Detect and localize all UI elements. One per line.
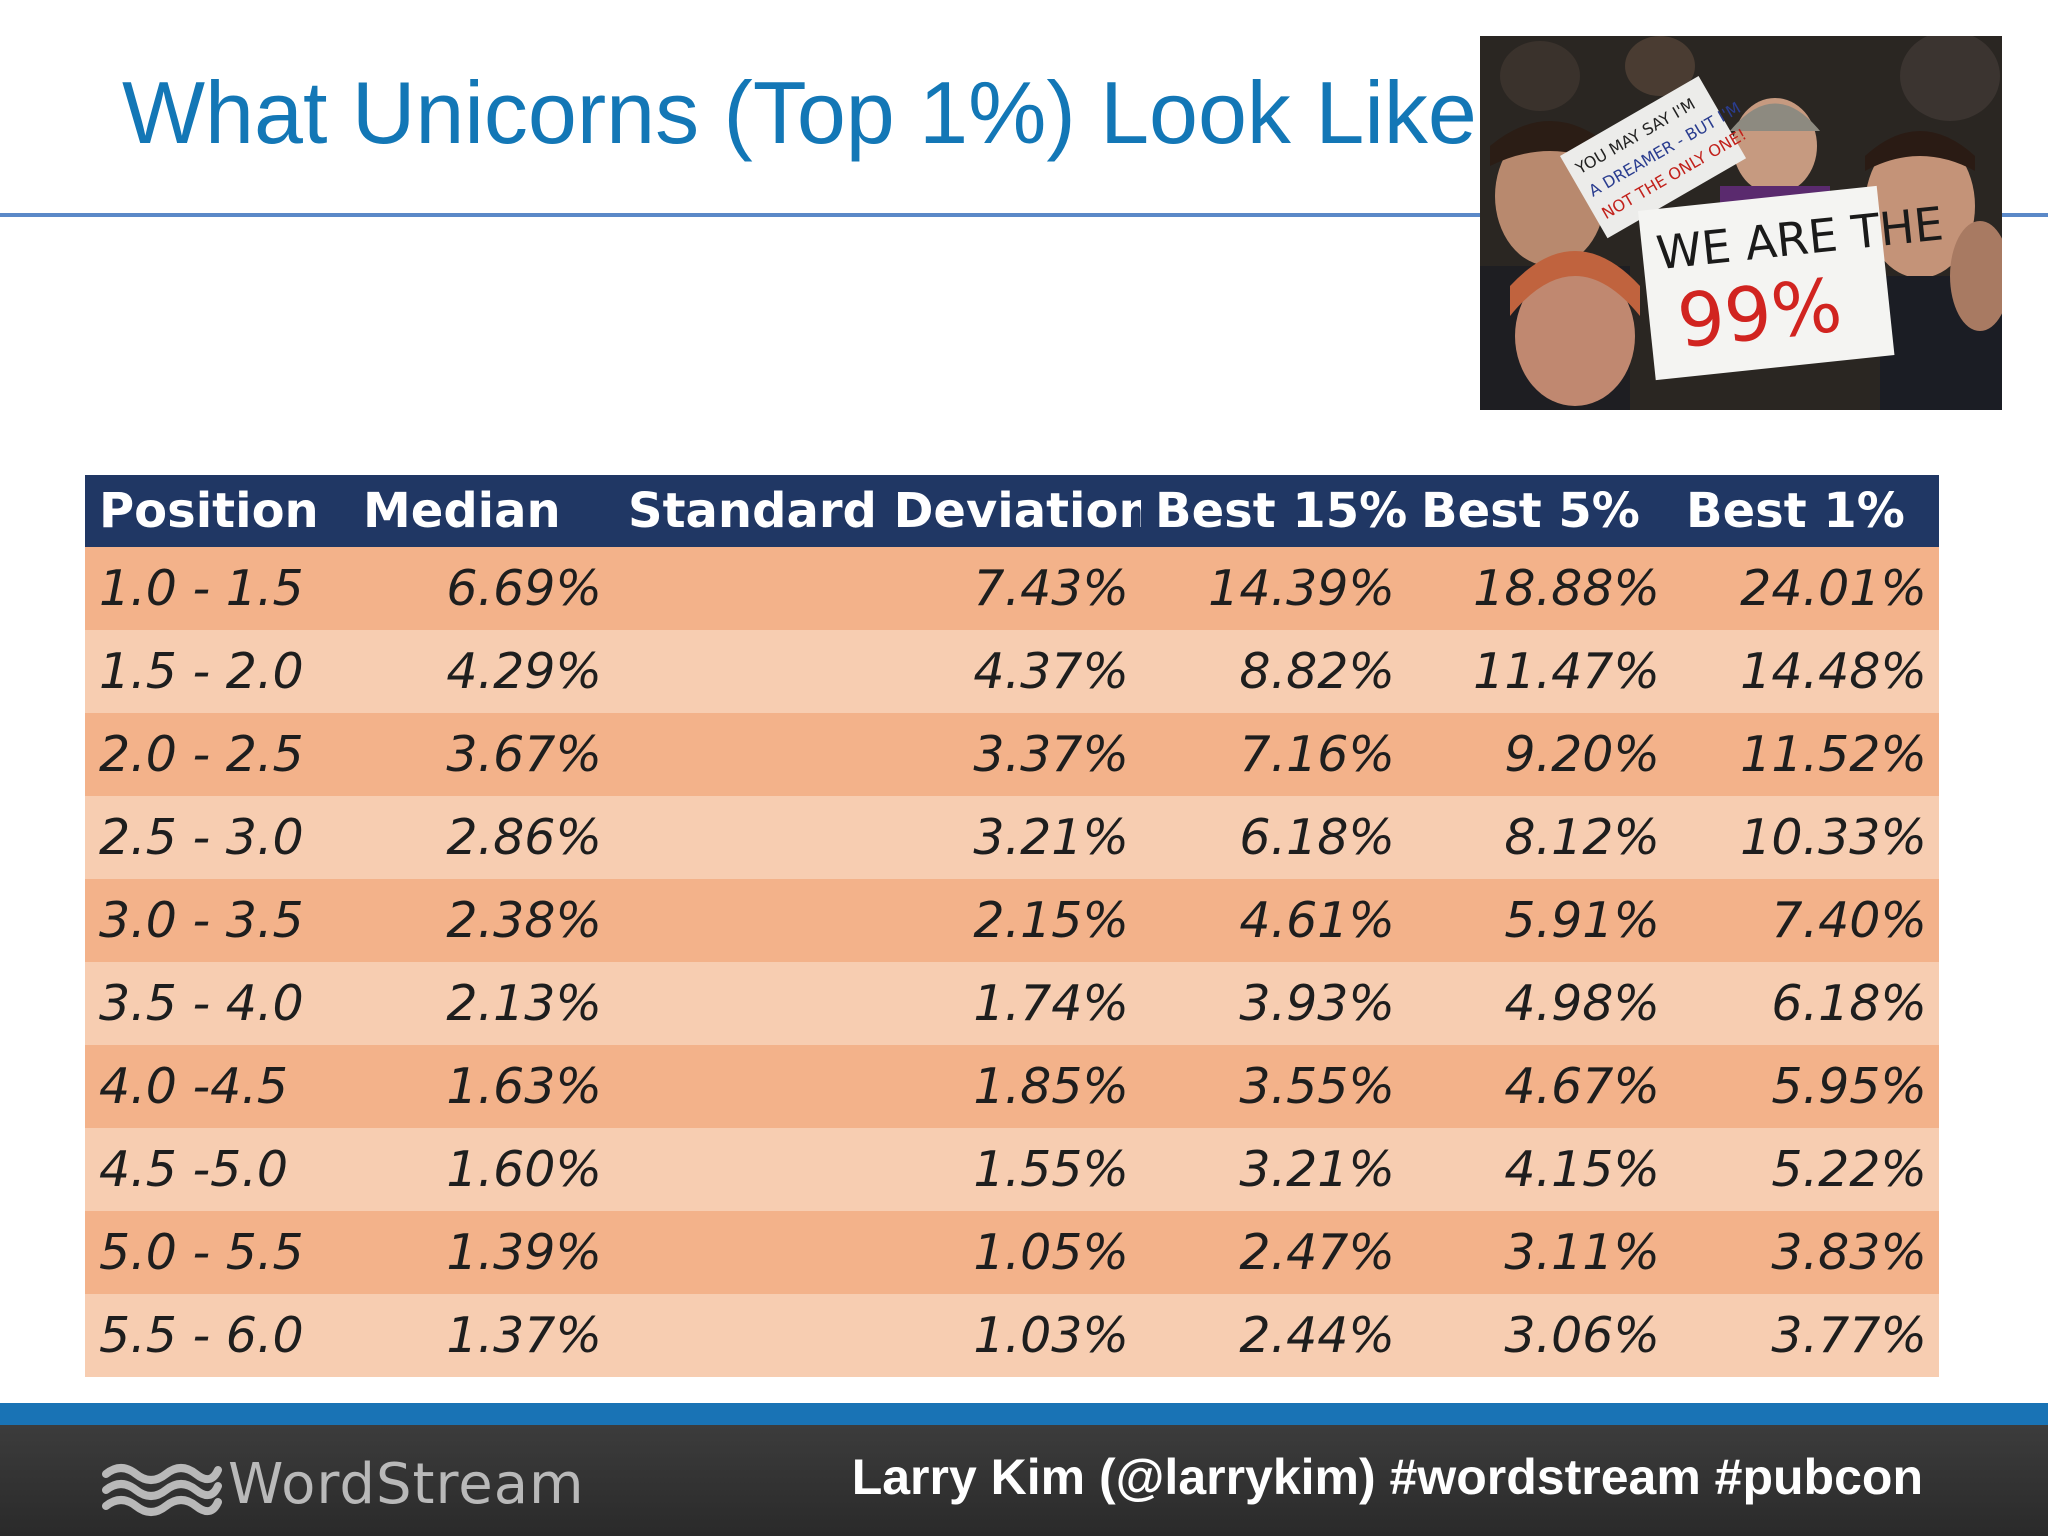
cell-std-dev: 4.37% <box>614 630 1141 713</box>
table-row: 3.0 - 3.5 2.38% 2.15% 4.61% 5.91% 7.40% <box>85 879 1939 962</box>
cell-best-1: 3.77% <box>1672 1294 1939 1377</box>
cell-position: 4.5 -5.0 <box>85 1128 349 1211</box>
cell-std-dev: 1.74% <box>614 962 1141 1045</box>
cell-best-5: 9.20% <box>1407 713 1672 796</box>
footer-bar <box>0 1425 2048 1536</box>
cell-median: 2.38% <box>349 879 614 962</box>
cell-best-15: 14.39% <box>1141 547 1407 630</box>
cell-median: 4.29% <box>349 630 614 713</box>
cell-median: 1.37% <box>349 1294 614 1377</box>
cell-median: 2.86% <box>349 796 614 879</box>
table-header-row: Position Median Standard Deviation Best … <box>85 475 1939 547</box>
cell-position: 1.5 - 2.0 <box>85 630 349 713</box>
table-row: 5.5 - 6.0 1.37% 1.03% 2.44% 3.06% 3.77% <box>85 1294 1939 1377</box>
cell-best-5: 8.12% <box>1407 796 1672 879</box>
cell-median: 3.67% <box>349 713 614 796</box>
cell-best-5: 3.06% <box>1407 1294 1672 1377</box>
header-best-15: Best 15% <box>1141 475 1407 547</box>
cell-best-15: 2.44% <box>1141 1294 1407 1377</box>
header-position: Position <box>85 475 349 547</box>
title-divider <box>0 213 2048 217</box>
cell-best-1: 7.40% <box>1672 879 1939 962</box>
header-median: Median <box>349 475 614 547</box>
cell-median: 1.63% <box>349 1045 614 1128</box>
table-row: 2.5 - 3.0 2.86% 3.21% 6.18% 8.12% 10.33% <box>85 796 1939 879</box>
cell-best-5: 4.98% <box>1407 962 1672 1045</box>
cell-best-5: 3.11% <box>1407 1211 1672 1294</box>
cell-best-1: 6.18% <box>1672 962 1939 1045</box>
wordstream-logo-text: WordStream <box>228 1452 585 1517</box>
cell-best-1: 5.22% <box>1672 1128 1939 1211</box>
cell-position: 4.0 -4.5 <box>85 1045 349 1128</box>
cell-best-1: 10.33% <box>1672 796 1939 879</box>
cell-std-dev: 3.37% <box>614 713 1141 796</box>
cell-position: 5.5 - 6.0 <box>85 1294 349 1377</box>
header-best-5: Best 5% <box>1407 475 1672 547</box>
cell-best-5: 11.47% <box>1407 630 1672 713</box>
table-row: 5.0 - 5.5 1.39% 1.05% 2.47% 3.11% 3.83% <box>85 1211 1939 1294</box>
cell-std-dev: 1.03% <box>614 1294 1141 1377</box>
cell-best-15: 3.93% <box>1141 962 1407 1045</box>
cell-std-dev: 1.85% <box>614 1045 1141 1128</box>
cell-best-5: 4.15% <box>1407 1128 1672 1211</box>
cell-best-5: 4.67% <box>1407 1045 1672 1128</box>
header-best-1: Best 1% <box>1672 475 1939 547</box>
big-sign-line-2: 99% <box>1673 262 1846 365</box>
slide-title: What Unicorns (Top 1%) Look Like <box>122 63 1477 162</box>
cell-best-1: 14.48% <box>1672 630 1939 713</box>
wave-icon <box>102 1464 222 1516</box>
cell-best-15: 8.82% <box>1141 630 1407 713</box>
cell-median: 6.69% <box>349 547 614 630</box>
ctr-table: Position Median Standard Deviation Best … <box>85 475 1939 1377</box>
table-row: 2.0 - 2.5 3.67% 3.37% 7.16% 9.20% 11.52% <box>85 713 1939 796</box>
table-row: 4.0 -4.5 1.63% 1.85% 3.55% 4.67% 5.95% <box>85 1045 1939 1128</box>
cell-median: 1.39% <box>349 1211 614 1294</box>
cell-best-5: 5.91% <box>1407 879 1672 962</box>
cell-position: 3.0 - 3.5 <box>85 879 349 962</box>
cell-std-dev: 7.43% <box>614 547 1141 630</box>
cell-best-1: 3.83% <box>1672 1211 1939 1294</box>
cell-best-15: 3.21% <box>1141 1128 1407 1211</box>
cell-median: 1.60% <box>349 1128 614 1211</box>
cell-position: 1.0 - 1.5 <box>85 547 349 630</box>
cell-best-1: 5.95% <box>1672 1045 1939 1128</box>
cell-std-dev: 3.21% <box>614 796 1141 879</box>
cell-position: 3.5 - 4.0 <box>85 962 349 1045</box>
cell-best-15: 7.16% <box>1141 713 1407 796</box>
cell-position: 2.5 - 3.0 <box>85 796 349 879</box>
table-row: 3.5 - 4.0 2.13% 1.74% 3.93% 4.98% 6.18% <box>85 962 1939 1045</box>
cell-position: 2.0 - 2.5 <box>85 713 349 796</box>
cell-best-15: 4.61% <box>1141 879 1407 962</box>
table-row: 1.0 - 1.5 6.69% 7.43% 14.39% 18.88% 24.0… <box>85 547 1939 630</box>
header-standard-deviation: Standard Deviation <box>614 475 1141 547</box>
cell-best-15: 2.47% <box>1141 1211 1407 1294</box>
cell-median: 2.13% <box>349 962 614 1045</box>
cell-std-dev: 2.15% <box>614 879 1141 962</box>
cell-best-1: 11.52% <box>1672 713 1939 796</box>
cell-best-15: 3.55% <box>1141 1045 1407 1128</box>
cell-position: 5.0 - 5.5 <box>85 1211 349 1294</box>
presenter-credit: Larry Kim (@larrykim) #wordstream #pubco… <box>851 1449 1923 1505</box>
cell-best-1: 24.01% <box>1672 547 1939 630</box>
table-row: 1.5 - 2.0 4.29% 4.37% 8.82% 11.47% 14.48… <box>85 630 1939 713</box>
table-row: 4.5 -5.0 1.60% 1.55% 3.21% 4.15% 5.22% <box>85 1128 1939 1211</box>
footer-accent-bar <box>0 1403 2048 1425</box>
cell-best-15: 6.18% <box>1141 796 1407 879</box>
cell-best-5: 18.88% <box>1407 547 1672 630</box>
protest-photo: YOU MAY SAY I'M A DREAMER - BUT I'M NOT … <box>1480 36 2002 410</box>
cell-std-dev: 1.55% <box>614 1128 1141 1211</box>
cell-std-dev: 1.05% <box>614 1211 1141 1294</box>
ctr-table-container: Position Median Standard Deviation Best … <box>85 475 1939 1377</box>
